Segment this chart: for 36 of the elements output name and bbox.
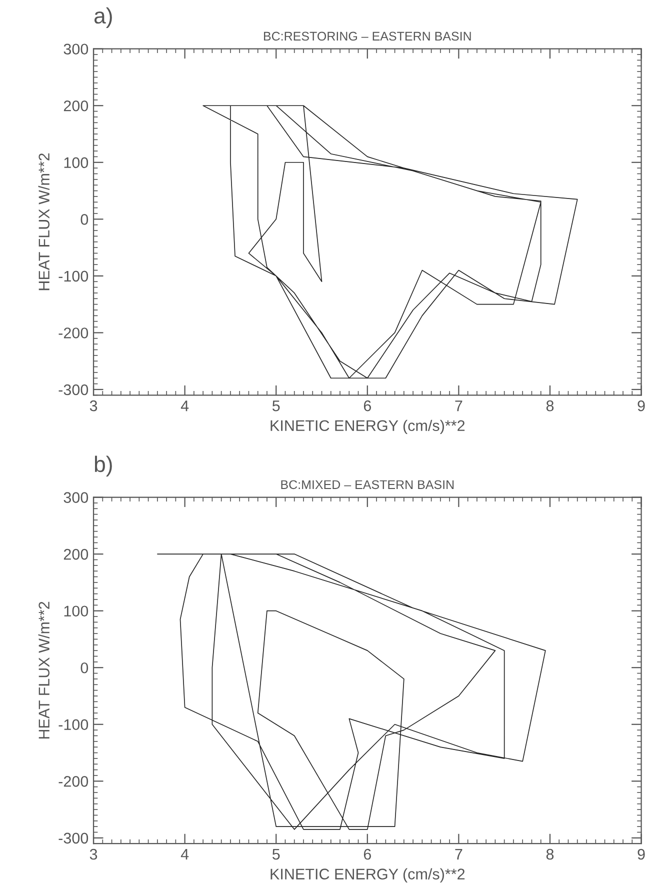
x-tick-label: 5	[272, 400, 280, 412]
y-tick-label: 200	[64, 548, 88, 560]
x-tick-label: 3	[90, 400, 98, 412]
y-tick-label: -100	[58, 719, 88, 730]
x-tick-label: 4	[180, 849, 189, 860]
x-tick-label: 7	[455, 400, 462, 412]
y-tick-label: 0	[80, 662, 88, 674]
y-tick-label: -100	[58, 270, 88, 282]
x-tick-label: 6	[364, 848, 371, 860]
y-tick-label: 300	[64, 492, 88, 503]
x-tick-label: 8	[546, 848, 554, 860]
y-tick-label: 100	[64, 157, 88, 168]
text: b)	[94, 456, 112, 476]
x-tick-label: 6	[364, 400, 371, 412]
y-tick-label: 0	[80, 214, 88, 225]
y-axis-title: HEAT FLUX W/m**2	[38, 602, 50, 739]
y-tick-label: -200	[58, 328, 88, 338]
x-tick-label: 9	[638, 848, 645, 860]
x-axis-title: KINETIC ENERGY (cm/s)**2	[270, 868, 465, 882]
y-tick-label: -200	[58, 776, 88, 787]
x-tick-label: 3	[90, 848, 98, 860]
text: a)	[94, 7, 112, 28]
y-tick-label: 100	[64, 606, 88, 617]
chart-title: BC:MIXED – EASTERN BASIN	[281, 480, 454, 490]
y-tick-label: 300	[64, 44, 88, 55]
x-tick-label: 7	[455, 849, 462, 860]
y-tick-label: -300	[58, 832, 88, 844]
x-tick-label: 8	[546, 400, 554, 412]
x-tick-label: 4	[180, 400, 189, 412]
x-tick-label: 9	[638, 400, 645, 412]
chart-title: BC:RESTORING – EASTERN BASIN	[264, 32, 471, 41]
x-axis-title: KINETIC ENERGY (cm/s)**2	[270, 420, 465, 434]
y-tick-label: 200	[64, 100, 88, 112]
y-axis-title: HEAT FLUX W/m**2	[38, 153, 50, 290]
y-tick-label: -300	[58, 384, 88, 396]
x-tick-label: 5	[272, 849, 280, 860]
